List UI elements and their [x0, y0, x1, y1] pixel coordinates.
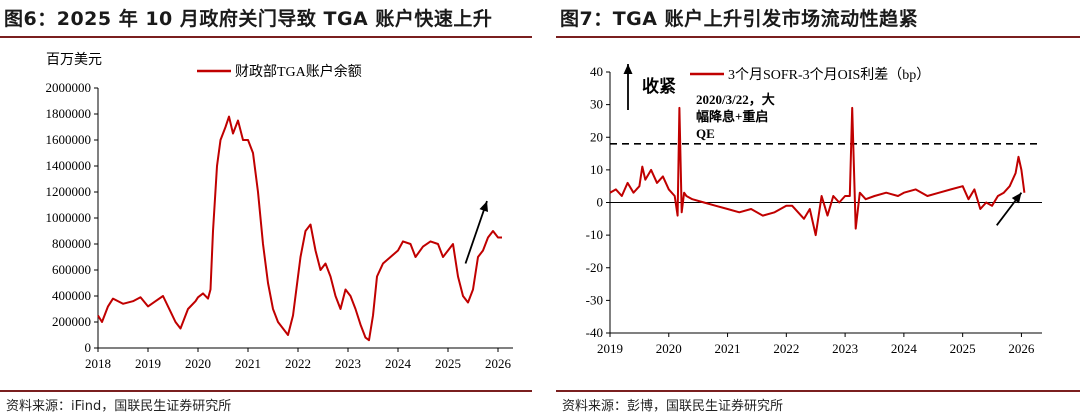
source-note: 资料来源：彭博，国联民生证券研究所 — [562, 399, 784, 414]
x-tick-label: 2024 — [891, 341, 918, 356]
x-tick-label: 2023 — [832, 341, 858, 356]
x-tick-label: 2025 — [950, 341, 976, 356]
trend-arrow-head — [479, 201, 488, 213]
tga-balance-chart: 0 200000 400000 600000 800000 1000000 1200000 1… — [46, 52, 513, 371]
series-line — [97, 115, 502, 342]
y-tick-label: 1600000 — [46, 132, 92, 147]
y-tick-label: 0 — [597, 195, 604, 210]
title-rule — [556, 36, 1080, 38]
legend-label: 3个月SOFR-3个月OIS利差（bp） — [728, 67, 930, 83]
event-annotation-line: QE — [696, 126, 715, 141]
sofr-ois-spread-chart: -40 -30 -20 -10 0 10 20 30 40 2019 2020 2021 2022 202… — [586, 64, 1042, 356]
panel-sofr-ois-spread: 图7：TGA 账户上升引发市场流动性趋紧 -40 -30 -20 -10 0 10 20 30… — [556, 0, 1080, 418]
tightening-label: 收紧 — [642, 76, 676, 96]
y-tick-label: 1000000 — [46, 210, 92, 225]
trend-arrow — [464, 200, 488, 264]
source-rule — [0, 390, 532, 392]
legend-label: 财政部TGA账户余额 — [235, 63, 362, 80]
title-rule — [0, 36, 532, 38]
x-tick-label: 2021 — [715, 341, 741, 356]
x-tick-label: 2020 — [185, 356, 211, 371]
y-tick-label: 0 — [85, 340, 92, 355]
y-tick-label: -40 — [586, 325, 603, 340]
y-tick-label: 20 — [590, 129, 603, 144]
x-tick-label: 2021 — [235, 356, 261, 371]
x-tick-label: 2019 — [597, 341, 623, 356]
y-tick-label: 200000 — [52, 314, 91, 329]
x-tick-label: 2025 — [435, 356, 461, 371]
figure-title: 图6：2025 年 10 月政府关门导致 TGA 账户快速上升 — [4, 8, 493, 30]
y-tick-label: -30 — [586, 292, 603, 307]
y-tick-label: 10 — [590, 162, 603, 177]
y-tick-label: 400000 — [52, 288, 91, 303]
event-annotation: 2020/3/22，大幅降息+重启 QE — [696, 92, 775, 141]
tightening-arrow-head — [623, 64, 633, 74]
x-tick-label: 2018 — [85, 356, 111, 371]
y-tick-label: 1400000 — [46, 158, 92, 173]
source-rule — [556, 390, 1080, 392]
y-tick-label: 40 — [590, 64, 603, 79]
x-tick-label: 2024 — [385, 356, 412, 371]
y-tick-label: -10 — [586, 227, 603, 242]
x-tick-label: 2026 — [485, 356, 512, 371]
x-tick-label: 2020 — [656, 341, 682, 356]
x-tick-label: 2019 — [135, 356, 161, 371]
x-tick-label: 2022 — [773, 341, 799, 356]
y-tick-label: 30 — [590, 97, 603, 112]
series-line — [609, 106, 1026, 237]
y-tick-label: 1200000 — [46, 184, 92, 199]
x-tick-label: 2023 — [335, 356, 361, 371]
trend-arrow-head — [1011, 192, 1022, 204]
x-tick-label: 2026 — [1008, 341, 1035, 356]
y-tick-label: 1800000 — [46, 106, 92, 121]
figure-title: 图7：TGA 账户上升引发市场流动性趋紧 — [560, 8, 919, 30]
source-note: 资料来源：iFind，国联民生证券研究所 — [6, 399, 232, 414]
y-tick-label: 800000 — [52, 236, 91, 251]
event-annotation-line: 幅降息+重启 — [696, 109, 768, 124]
event-annotation-line: 2020/3/22，大 — [696, 92, 775, 107]
x-tick-label: 2022 — [285, 356, 311, 371]
y-tick-label: 2000000 — [46, 80, 92, 95]
y-tick-label: -20 — [586, 260, 603, 275]
y-tick-label: 600000 — [52, 262, 91, 277]
panel-tga-balance: 图6：2025 年 10 月政府关门导致 TGA 账户快速上升 0 200000 4… — [0, 0, 532, 418]
y-axis-unit-label: 百万美元 — [46, 52, 102, 68]
